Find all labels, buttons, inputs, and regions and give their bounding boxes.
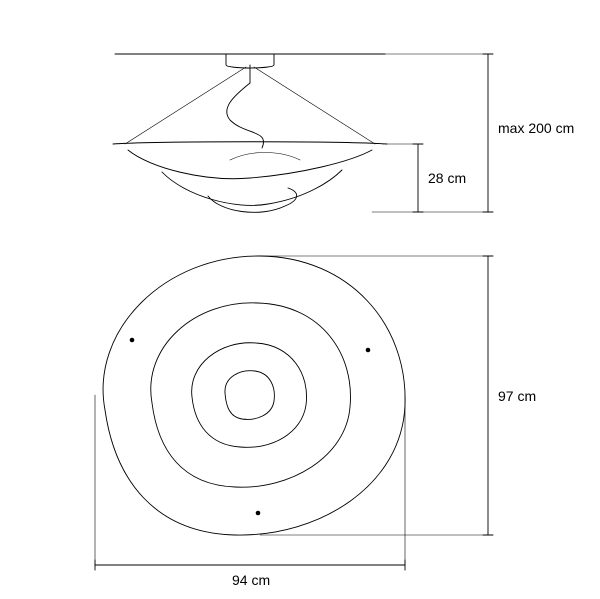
dim-topview-width-label: 94 cm	[232, 572, 270, 588]
dim-body-height-label: 28 cm	[428, 170, 466, 186]
dim-hanging-height-label: max 200 cm	[498, 120, 574, 136]
dim-topview-height-label: 97 cm	[498, 388, 536, 404]
drawing-svg	[0, 0, 600, 599]
technical-drawing: max 200 cm 28 cm 97 cm 94 cm	[0, 0, 600, 599]
